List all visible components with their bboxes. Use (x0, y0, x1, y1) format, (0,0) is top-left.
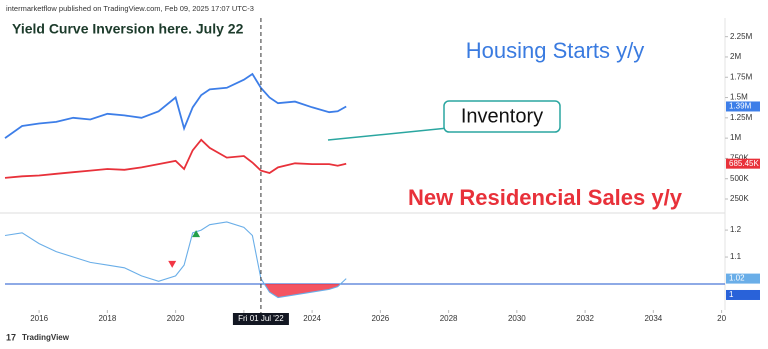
x-tick-label: 2020 (167, 314, 185, 323)
series-line (4, 221, 347, 299)
x-tick-label: 2018 (98, 314, 116, 323)
x-tick-label: 2024 (303, 314, 321, 323)
y-tick-label: 1.1 (730, 252, 742, 261)
y-tick-label: 1.2 (730, 225, 742, 234)
y-tick-label: 250K (730, 194, 749, 203)
y-tick-label: 1.5M (730, 93, 748, 102)
x-tick-label: 2028 (440, 314, 458, 323)
series-line (4, 138, 347, 179)
last-value-box (726, 101, 760, 112)
last-value-box (726, 273, 760, 284)
x-tick-label: 2016 (30, 314, 48, 323)
x-tick-label: 2030 (508, 314, 526, 323)
crosshair-label: Fri 01 Jul '22 (238, 314, 284, 323)
callout-box (443, 100, 561, 133)
y-tick-label: 750K (730, 154, 749, 163)
series-label: New Residencial Sales y/y (408, 185, 683, 210)
callout-pointer (327, 127, 449, 141)
chart-title: Yield Curve Inversion here. July 22 (12, 21, 244, 37)
last-value-label: 1.02 (729, 274, 745, 283)
baseline-label: 1 (729, 290, 734, 299)
x-tick-label: 2026 (371, 314, 389, 323)
y-tick-label: 2.25M (730, 32, 753, 41)
y-tick-label: 1.25M (730, 113, 753, 122)
y-tick-label: 500K (730, 174, 749, 183)
y-tick-label: 2M (730, 52, 741, 61)
x-tick-label: 20 (717, 314, 726, 323)
signal-marker (192, 230, 201, 238)
series-label: Housing Starts y/y (466, 38, 645, 63)
signal-marker (168, 260, 177, 268)
last-value-label: 685.45K (729, 159, 759, 168)
negative-area (264, 283, 341, 298)
header: intermarketflow published on TradingView… (6, 4, 254, 13)
x-tick-label: 2032 (576, 314, 594, 323)
x-tick-label: 2034 (644, 314, 662, 323)
crosshair-box (232, 313, 289, 325)
callout-text: Inventory (461, 105, 543, 127)
baseline-box (726, 289, 760, 300)
footer: TradingView (22, 333, 70, 342)
last-value-box (726, 158, 760, 169)
series-line (4, 72, 347, 139)
y-tick-label: 1.75M (730, 72, 753, 81)
logo: 17 (6, 332, 16, 342)
last-value-label: 1.39M (729, 102, 752, 111)
y-tick-label: 1M (730, 133, 741, 142)
